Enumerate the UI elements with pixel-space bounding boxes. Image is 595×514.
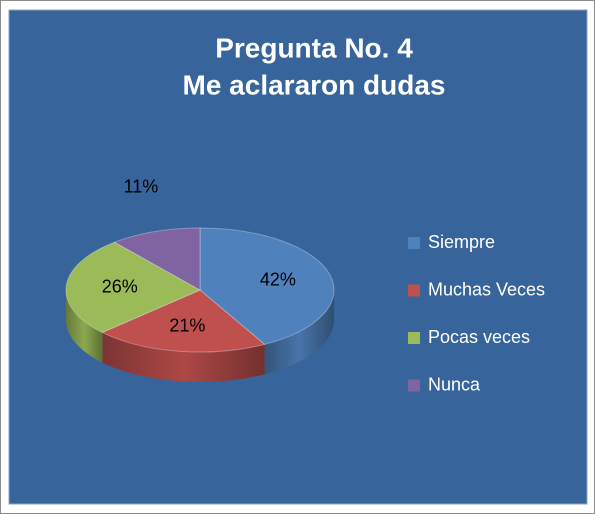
pie-slice <box>113 227 201 291</box>
legend-swatch <box>408 284 420 297</box>
pie-side-shade <box>102 332 265 383</box>
chart-title: Pregunta No. 4 <box>215 32 413 63</box>
legend-swatch <box>408 332 420 344</box>
legend-label: Siempre <box>428 232 495 252</box>
pie-slice <box>65 241 202 333</box>
pie-side-shade <box>66 290 103 363</box>
legend-label: Muchas Veces <box>428 279 545 299</box>
legend-swatch <box>408 379 420 392</box>
data-label: 11% <box>124 177 159 197</box>
data-label: 26% <box>102 276 138 296</box>
pie-slice <box>199 227 335 345</box>
chart-title: Me aclararon dudas <box>183 69 446 100</box>
legend-label: Nunca <box>428 374 481 394</box>
legend-label: Pocas veces <box>428 327 530 347</box>
pie-slice <box>101 289 266 353</box>
data-label: 42% <box>260 269 296 289</box>
pie-side-shade <box>264 290 334 375</box>
legend-swatch <box>408 237 420 249</box>
data-label: 21% <box>169 315 205 335</box>
